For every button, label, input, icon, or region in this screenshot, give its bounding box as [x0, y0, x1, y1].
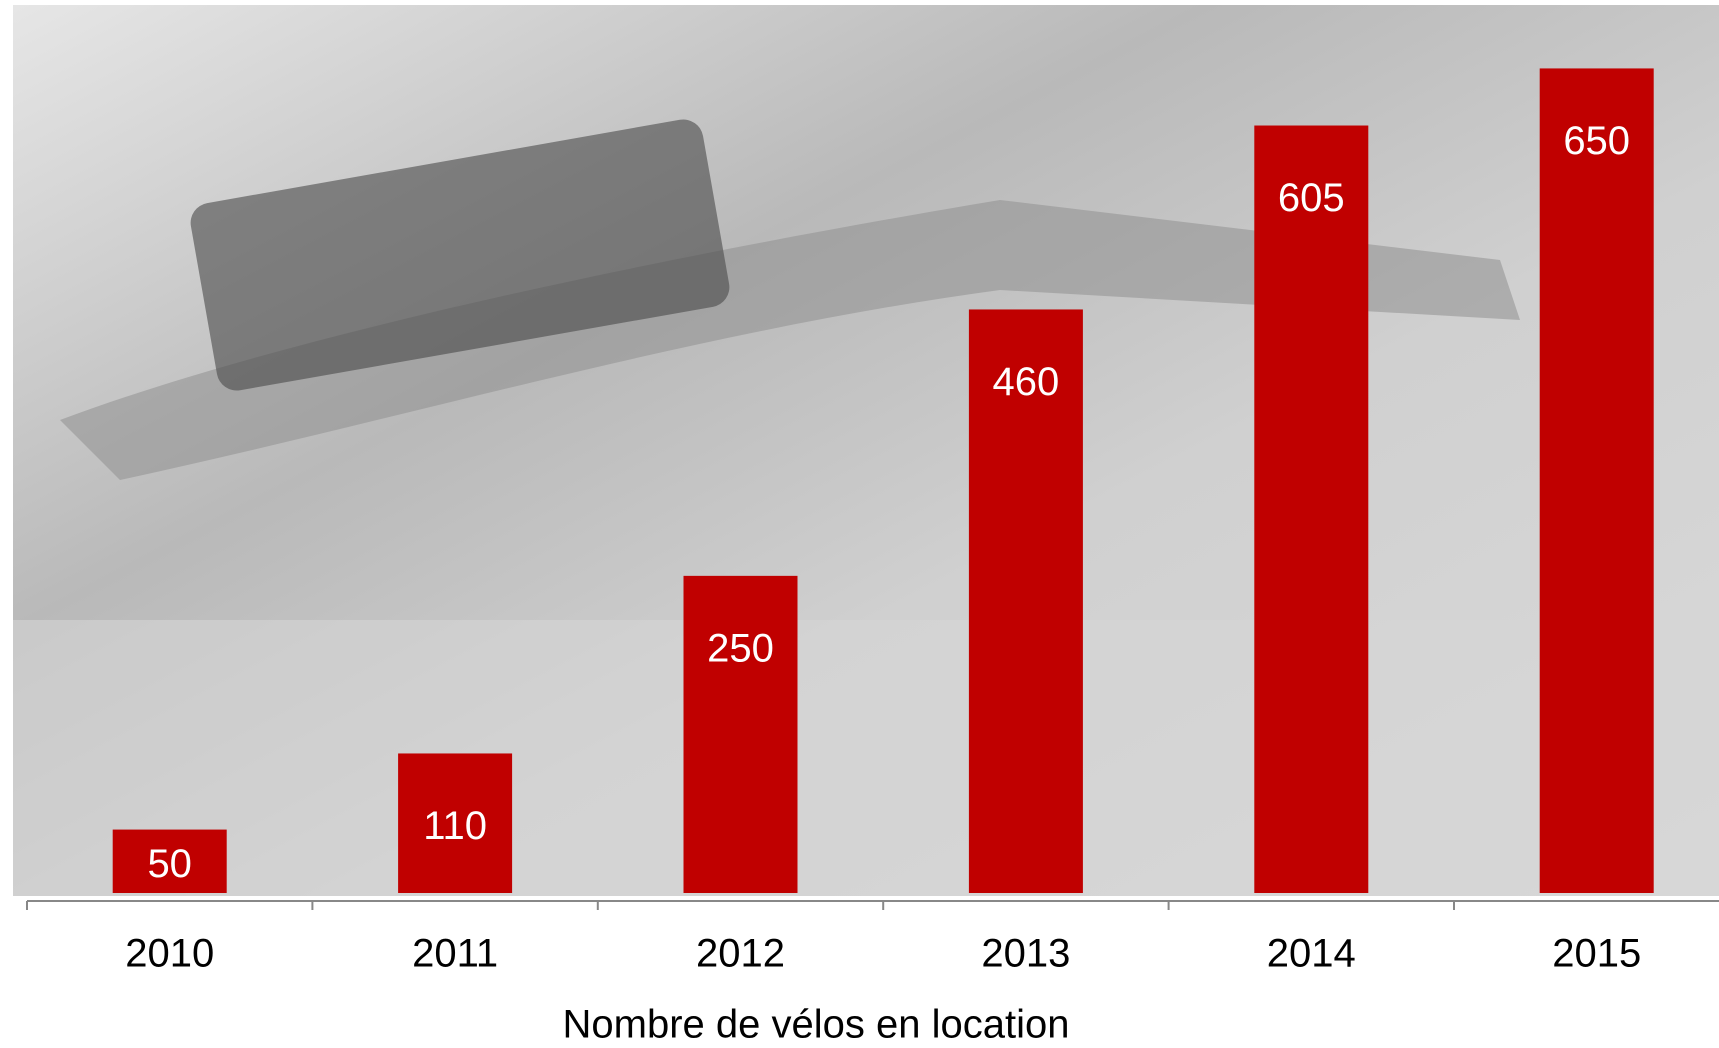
bar	[112, 829, 227, 893]
bar	[398, 753, 513, 893]
bar	[968, 309, 1083, 893]
x-tick-label: 2012	[696, 932, 785, 976]
background-pavement	[13, 620, 1719, 896]
bar	[1539, 68, 1654, 893]
x-tick-label: 2011	[412, 932, 498, 976]
value-label: 460	[993, 360, 1060, 404]
value-label: 50	[147, 842, 192, 886]
x-tick-label: 2014	[1267, 932, 1356, 976]
background-handlebar	[60, 200, 1520, 480]
bar	[1254, 125, 1369, 893]
value-label: 605	[1278, 176, 1345, 220]
x-tick-label: 2010	[125, 932, 214, 976]
background-display	[190, 119, 730, 391]
x-tick-label: 2015	[1552, 932, 1641, 976]
x-tick-label: 2013	[981, 932, 1070, 976]
value-label: 110	[423, 804, 487, 848]
chart-title: Nombre de vélos en location	[563, 1003, 1070, 1047]
value-label: 250	[707, 626, 774, 670]
value-label: 650	[1563, 119, 1630, 163]
bar	[683, 575, 798, 893]
